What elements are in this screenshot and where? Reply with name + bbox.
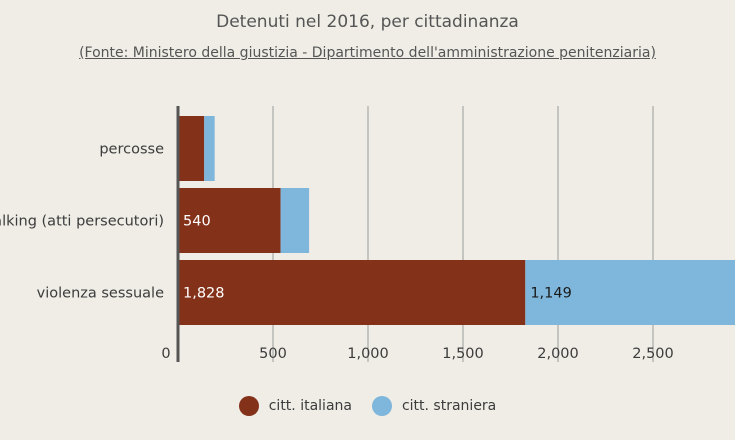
legend-label-italiana: citt. italiana (268, 398, 352, 414)
legend-item-italiana[interactable]: citt. italiana (238, 396, 352, 416)
legend-item-straniera[interactable]: citt. straniera (371, 396, 497, 416)
category-label-1: stalking (atti persecutori) (0, 214, 164, 230)
bar-straniera-0[interactable] (204, 116, 215, 181)
x-tick-label-0: 0 (161, 346, 170, 362)
x-tick-label-1500: 1,500 (442, 346, 484, 362)
bar-straniera-1[interactable] (280, 188, 310, 253)
x-tick-label-500: 500 (259, 346, 287, 362)
category-label-2: violenza sessuale (37, 286, 164, 302)
legend-swatch-straniera (371, 396, 392, 416)
bar-italiana-2[interactable] (178, 260, 526, 325)
category-label-0: percosse (99, 142, 164, 158)
legend: citt. italiana citt. straniera (0, 396, 735, 416)
x-tick-label-2000: 2,000 (537, 346, 579, 362)
chart-title: Detenuti nel 2016, per cittadinanza (216, 12, 519, 32)
value-label-straniera-2: 1,149 (530, 286, 572, 302)
value-label-italiana-1: 540 (183, 214, 211, 230)
chart-source-link[interactable]: (Fonte: Ministero della giustizia - Dipa… (79, 45, 656, 61)
value-label-italiana-2: 1,828 (183, 286, 225, 302)
bar-italiana-1[interactable] (178, 188, 281, 253)
legend-swatch-italiana (238, 396, 259, 416)
x-tick-label-1000: 1,000 (347, 346, 389, 362)
x-tick-label-2500: 2,500 (632, 346, 674, 362)
legend-label-straniera: citt. straniera (401, 398, 497, 414)
bar-italiana-0[interactable] (178, 116, 205, 181)
bar-chart: percosse 540 stalking (atti persecutori) 1,… (0, 106, 735, 362)
bar-straniera-2[interactable] (525, 260, 735, 325)
